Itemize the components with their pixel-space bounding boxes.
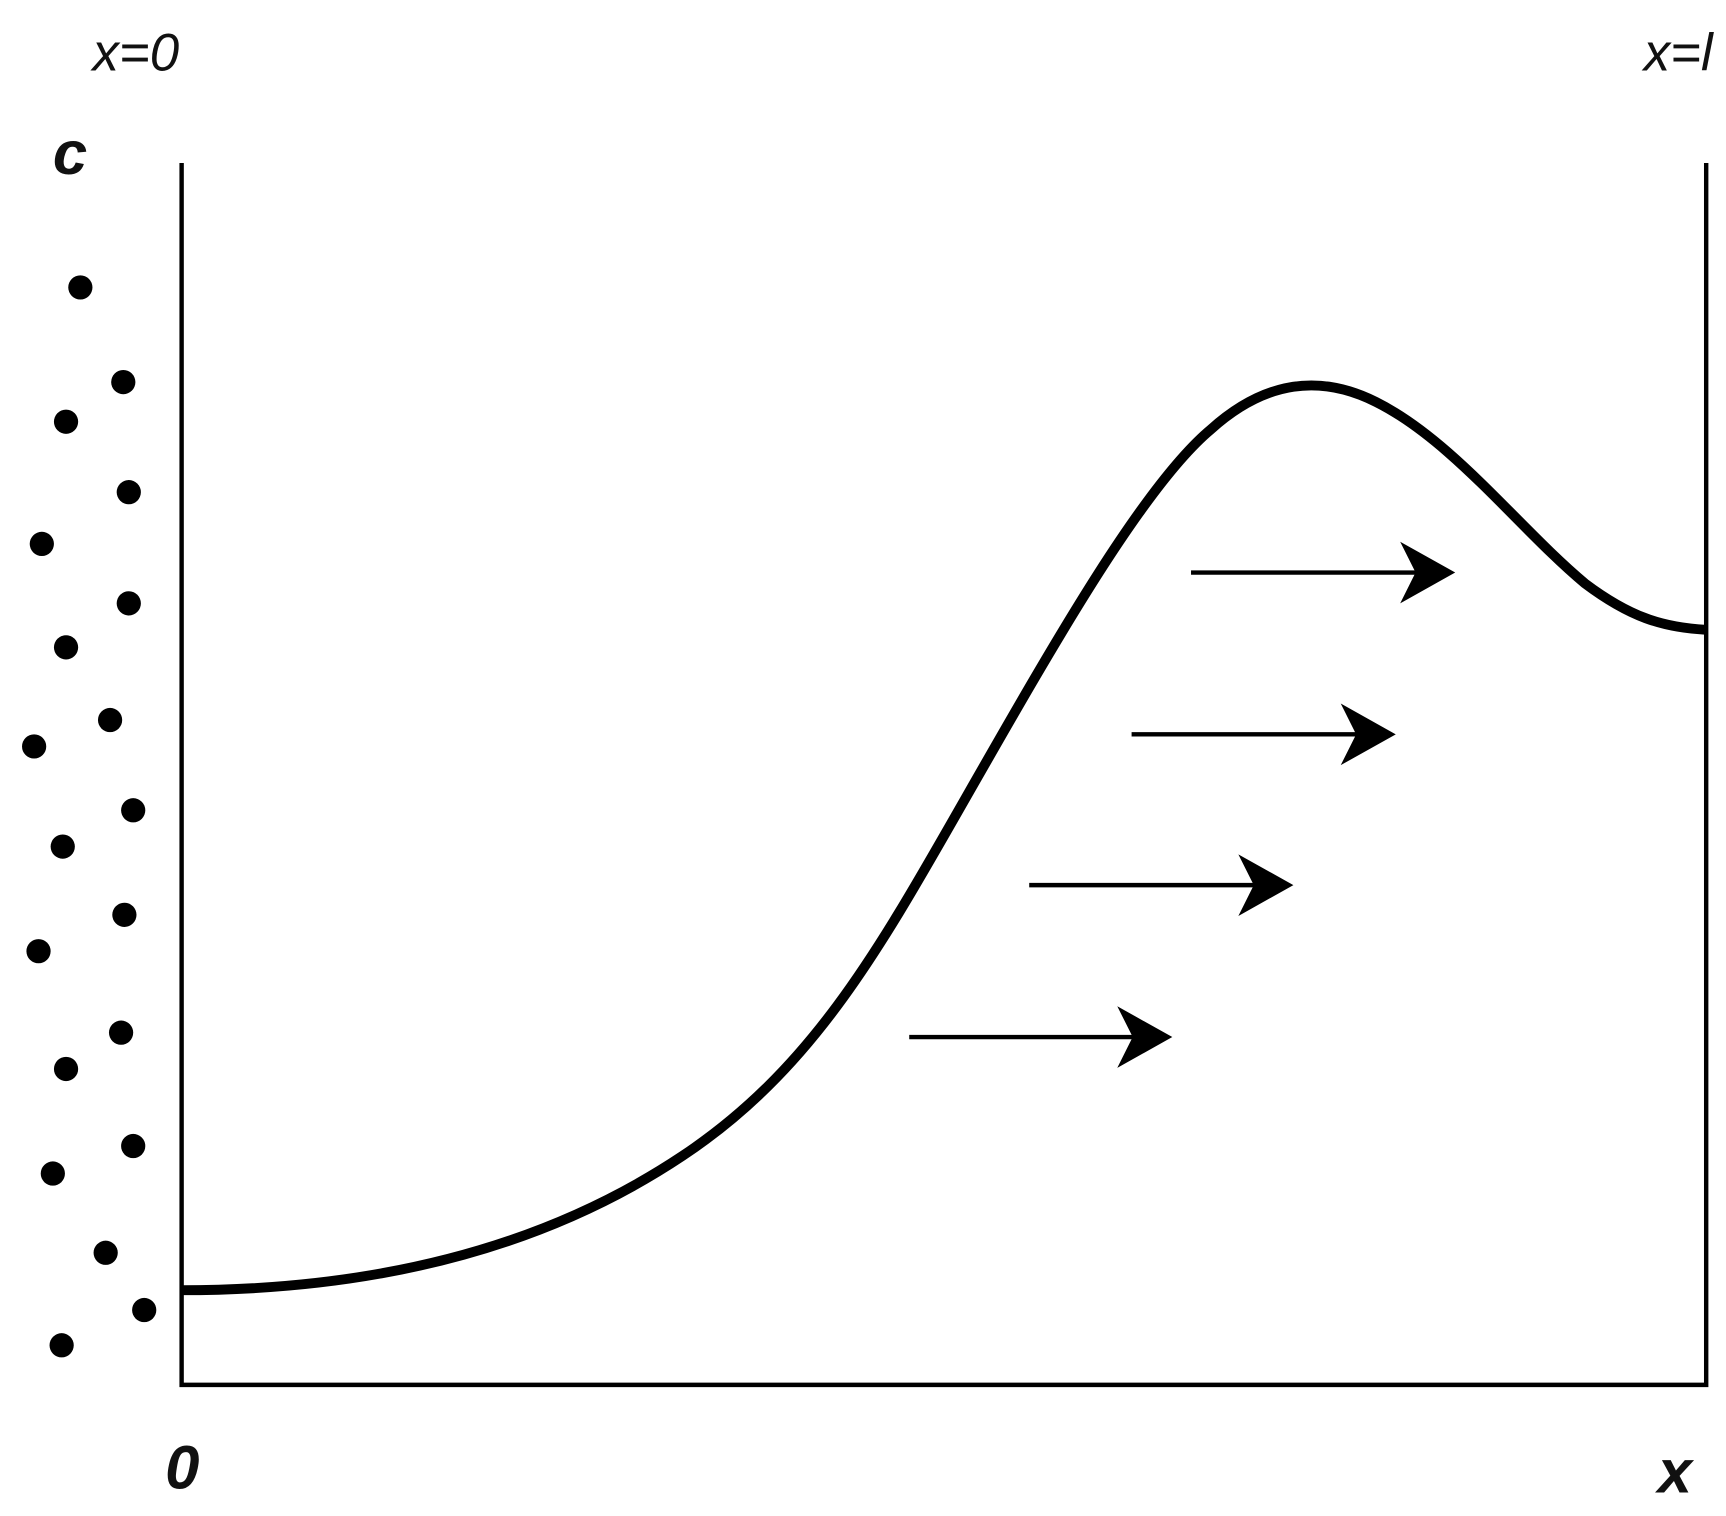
particles <box>22 275 157 1358</box>
particle <box>29 531 54 557</box>
arrow-head <box>1117 1006 1173 1068</box>
particle <box>53 409 79 434</box>
arrow-head <box>1400 541 1456 604</box>
particle <box>132 1297 157 1323</box>
flow-arrows <box>909 541 1456 1068</box>
arrow-head <box>1340 703 1396 766</box>
particle <box>111 369 136 395</box>
origin-label: 0 <box>165 1433 199 1502</box>
right-boundary-label: x=l <box>1641 24 1714 83</box>
particle <box>121 798 146 823</box>
axes <box>179 163 1709 1388</box>
particle <box>116 591 141 616</box>
particle <box>93 1240 118 1265</box>
particle <box>108 1020 134 1045</box>
y-axis-label: c <box>53 119 87 188</box>
particle <box>53 1056 79 1082</box>
x-axis-label: x <box>1655 1438 1695 1507</box>
particle <box>116 480 141 505</box>
left-boundary-label: x=0 <box>89 24 179 83</box>
particle <box>49 1333 74 1358</box>
particle <box>112 902 137 927</box>
particle <box>50 834 75 859</box>
concentration-curve <box>181 380 1707 1296</box>
particle <box>26 939 51 964</box>
arrow-head <box>1238 854 1294 916</box>
particle <box>22 734 47 759</box>
particle <box>53 635 79 660</box>
particle <box>97 707 123 733</box>
particle <box>40 1161 65 1186</box>
particle <box>121 1133 146 1159</box>
boundary-lines <box>179 163 1709 1388</box>
particle <box>68 275 93 300</box>
